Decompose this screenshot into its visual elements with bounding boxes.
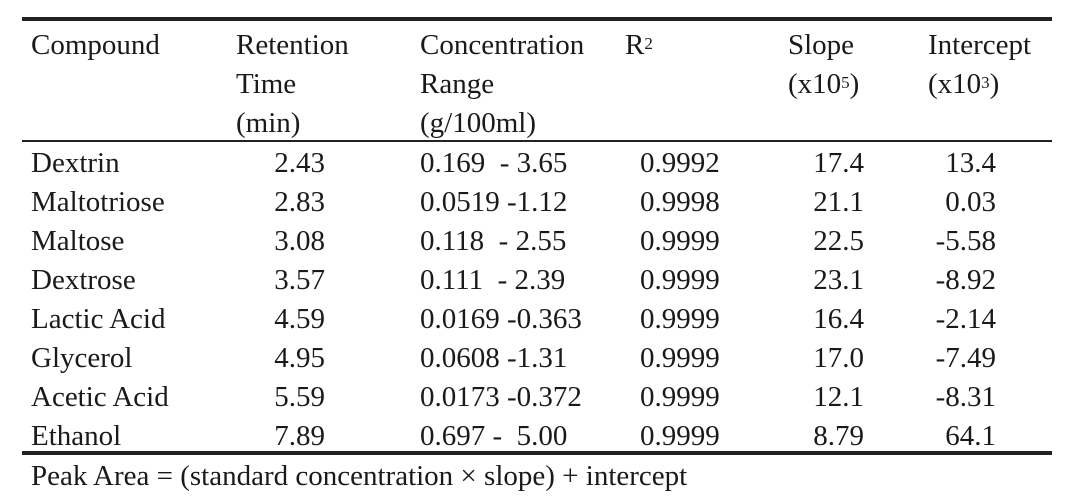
cell-retention-time: 3.57 [274,264,325,296]
header-r-squared: R2 [625,29,653,61]
cell-r2: 0.9999 [640,420,720,452]
cell-intercept: -5.58 [935,225,996,257]
cell-retention-time: 5.59 [274,381,325,413]
cell-retention-time: 3.08 [274,225,325,257]
cell-slope: 16.4 [813,303,864,335]
table-row: Maltose 3.08 0.118 - 2.55 0.9999 22.5 -5… [0,222,1078,261]
cell-slope: 8.79 [813,420,864,452]
header-slope: Slope (x105) [788,29,860,100]
cell-compound: Dextrin [31,147,120,179]
cell-intercept: 13.4 [945,147,996,179]
cell-slope: 17.4 [813,147,864,179]
cell-range: 0.111 - 2.39 [420,264,566,296]
cell-retention-time: 2.43 [274,147,325,179]
table-bottom-rule [22,451,1052,455]
cell-compound: Ethanol [31,420,122,452]
cell-range: 0.697 - 5.00 [420,420,568,452]
cell-intercept: -2.14 [935,303,996,335]
cell-compound: Glycerol [31,342,133,374]
cell-retention-time: 2.83 [274,186,325,218]
table-row: Glycerol 4.95 0.0608 -1.31 0.9999 17.0 -… [0,339,1078,378]
header-intercept: Intercept (x103) [928,29,1032,100]
cell-r2: 0.9998 [640,186,720,218]
cell-r2: 0.9999 [640,303,720,335]
cell-intercept: -8.31 [935,381,996,413]
cell-range: 0.169 - 3.65 [420,147,568,179]
table-row: Dextrose 3.57 0.111 - 2.39 0.9999 23.1 -… [0,261,1078,300]
cell-range: 0.0173 -0.372 [420,381,582,413]
cell-r2: 0.9999 [640,342,720,374]
table-row: Ethanol 7.89 0.697 - 5.00 0.9999 8.79 64… [0,417,1078,456]
cell-compound: Acetic Acid [31,381,169,413]
cell-r2: 0.9999 [640,264,720,296]
cell-slope: 22.5 [813,225,864,257]
table-row: Maltotriose 2.83 0.0519 -1.12 0.9998 21.… [0,183,1078,222]
cell-range: 0.0608 -1.31 [420,342,568,374]
cell-retention-time: 4.95 [274,342,325,374]
cell-compound: Maltotriose [31,186,165,218]
header-retention-time: Retention Time (min) [236,29,349,139]
cell-slope: 21.1 [813,186,864,218]
cell-slope: 17.0 [813,342,864,374]
cell-r2: 0.9999 [640,381,720,413]
header-compound: Compound [31,29,160,61]
cell-intercept: 0.03 [945,186,996,218]
cell-retention-time: 7.89 [274,420,325,452]
cell-range: 0.0169 -0.363 [420,303,582,335]
cell-compound: Maltose [31,225,125,257]
table-row: Lactic Acid 4.59 0.0169 -0.363 0.9999 16… [0,300,1078,339]
cell-slope: 12.1 [813,381,864,413]
table-row: Dextrin 2.43 0.169 - 3.65 0.9992 17.4 13… [0,144,1078,183]
cell-intercept: 64.1 [945,420,996,452]
table-top-rule [22,17,1052,21]
header-bottom-rule [22,140,1052,142]
cell-intercept: -8.92 [935,264,996,296]
cell-r2: 0.9999 [640,225,720,257]
cell-intercept: -7.49 [935,342,996,374]
cell-retention-time: 4.59 [274,303,325,335]
cell-r2: 0.9992 [640,147,720,179]
table-footnote: Peak Area = (standard concentration × sl… [31,460,688,492]
cell-range: 0.0519 -1.12 [420,186,568,218]
cell-compound: Dextrose [31,264,136,296]
cell-compound: Lactic Acid [31,303,166,335]
cell-slope: 23.1 [813,264,864,296]
cell-range: 0.118 - 2.55 [420,225,567,257]
header-concentration-range: Concentration Range (g/100ml) [420,29,585,139]
table-row: Acetic Acid 5.59 0.0173 -0.372 0.9999 12… [0,378,1078,417]
